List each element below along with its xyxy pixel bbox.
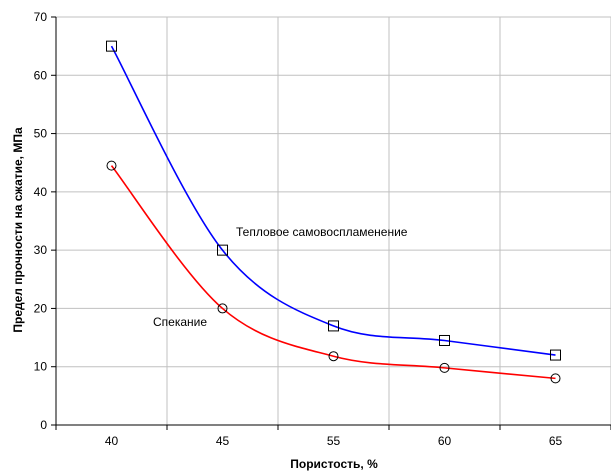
- annotation-sintering: Спекание: [153, 315, 207, 329]
- x-tick-label: 45: [216, 434, 230, 448]
- grid: [56, 16, 611, 425]
- x-tick-label: 55: [327, 434, 341, 448]
- y-tick-labels: 0 10 20 30 40 50 60 70: [34, 10, 48, 432]
- series-line-1: [110, 165, 556, 380]
- y-tick-label: 70: [34, 10, 48, 24]
- y-tick-label: 50: [34, 127, 48, 141]
- series-line-0: [110, 45, 556, 356]
- y-tick-label: 0: [40, 418, 47, 432]
- data-point-square: [217, 244, 228, 256]
- x-tick-label: 60: [438, 434, 452, 448]
- series-markers: [106, 40, 561, 384]
- y-tick-label: 20: [34, 301, 48, 315]
- x-axis-label: Пористость, %: [290, 457, 378, 471]
- y-axis-label: Предел прочности на сжатие, МПа: [11, 127, 25, 333]
- data-point-circle: [439, 362, 450, 373]
- data-point-circle: [328, 351, 339, 362]
- y-tick-label: 10: [34, 360, 48, 374]
- data-point-circle: [217, 303, 228, 314]
- y-tick-label: 30: [34, 243, 48, 257]
- data-point-circle: [106, 160, 117, 171]
- data-point-square: [550, 349, 561, 361]
- axes: [51, 16, 611, 430]
- data-point-square: [328, 320, 339, 332]
- x-tick-label: 65: [549, 434, 563, 448]
- x-tick-labels: 40 45 55 60 65: [105, 434, 563, 448]
- data-point-square: [106, 40, 117, 52]
- annotation-thermal: Тепловое самовоспламенение: [236, 225, 408, 239]
- series-lines: [110, 45, 556, 380]
- data-point-square: [439, 334, 450, 346]
- y-tick-label: 60: [34, 68, 48, 82]
- y-tick-label: 40: [34, 185, 48, 199]
- x-tick-label: 40: [105, 434, 119, 448]
- data-point-circle: [550, 373, 561, 384]
